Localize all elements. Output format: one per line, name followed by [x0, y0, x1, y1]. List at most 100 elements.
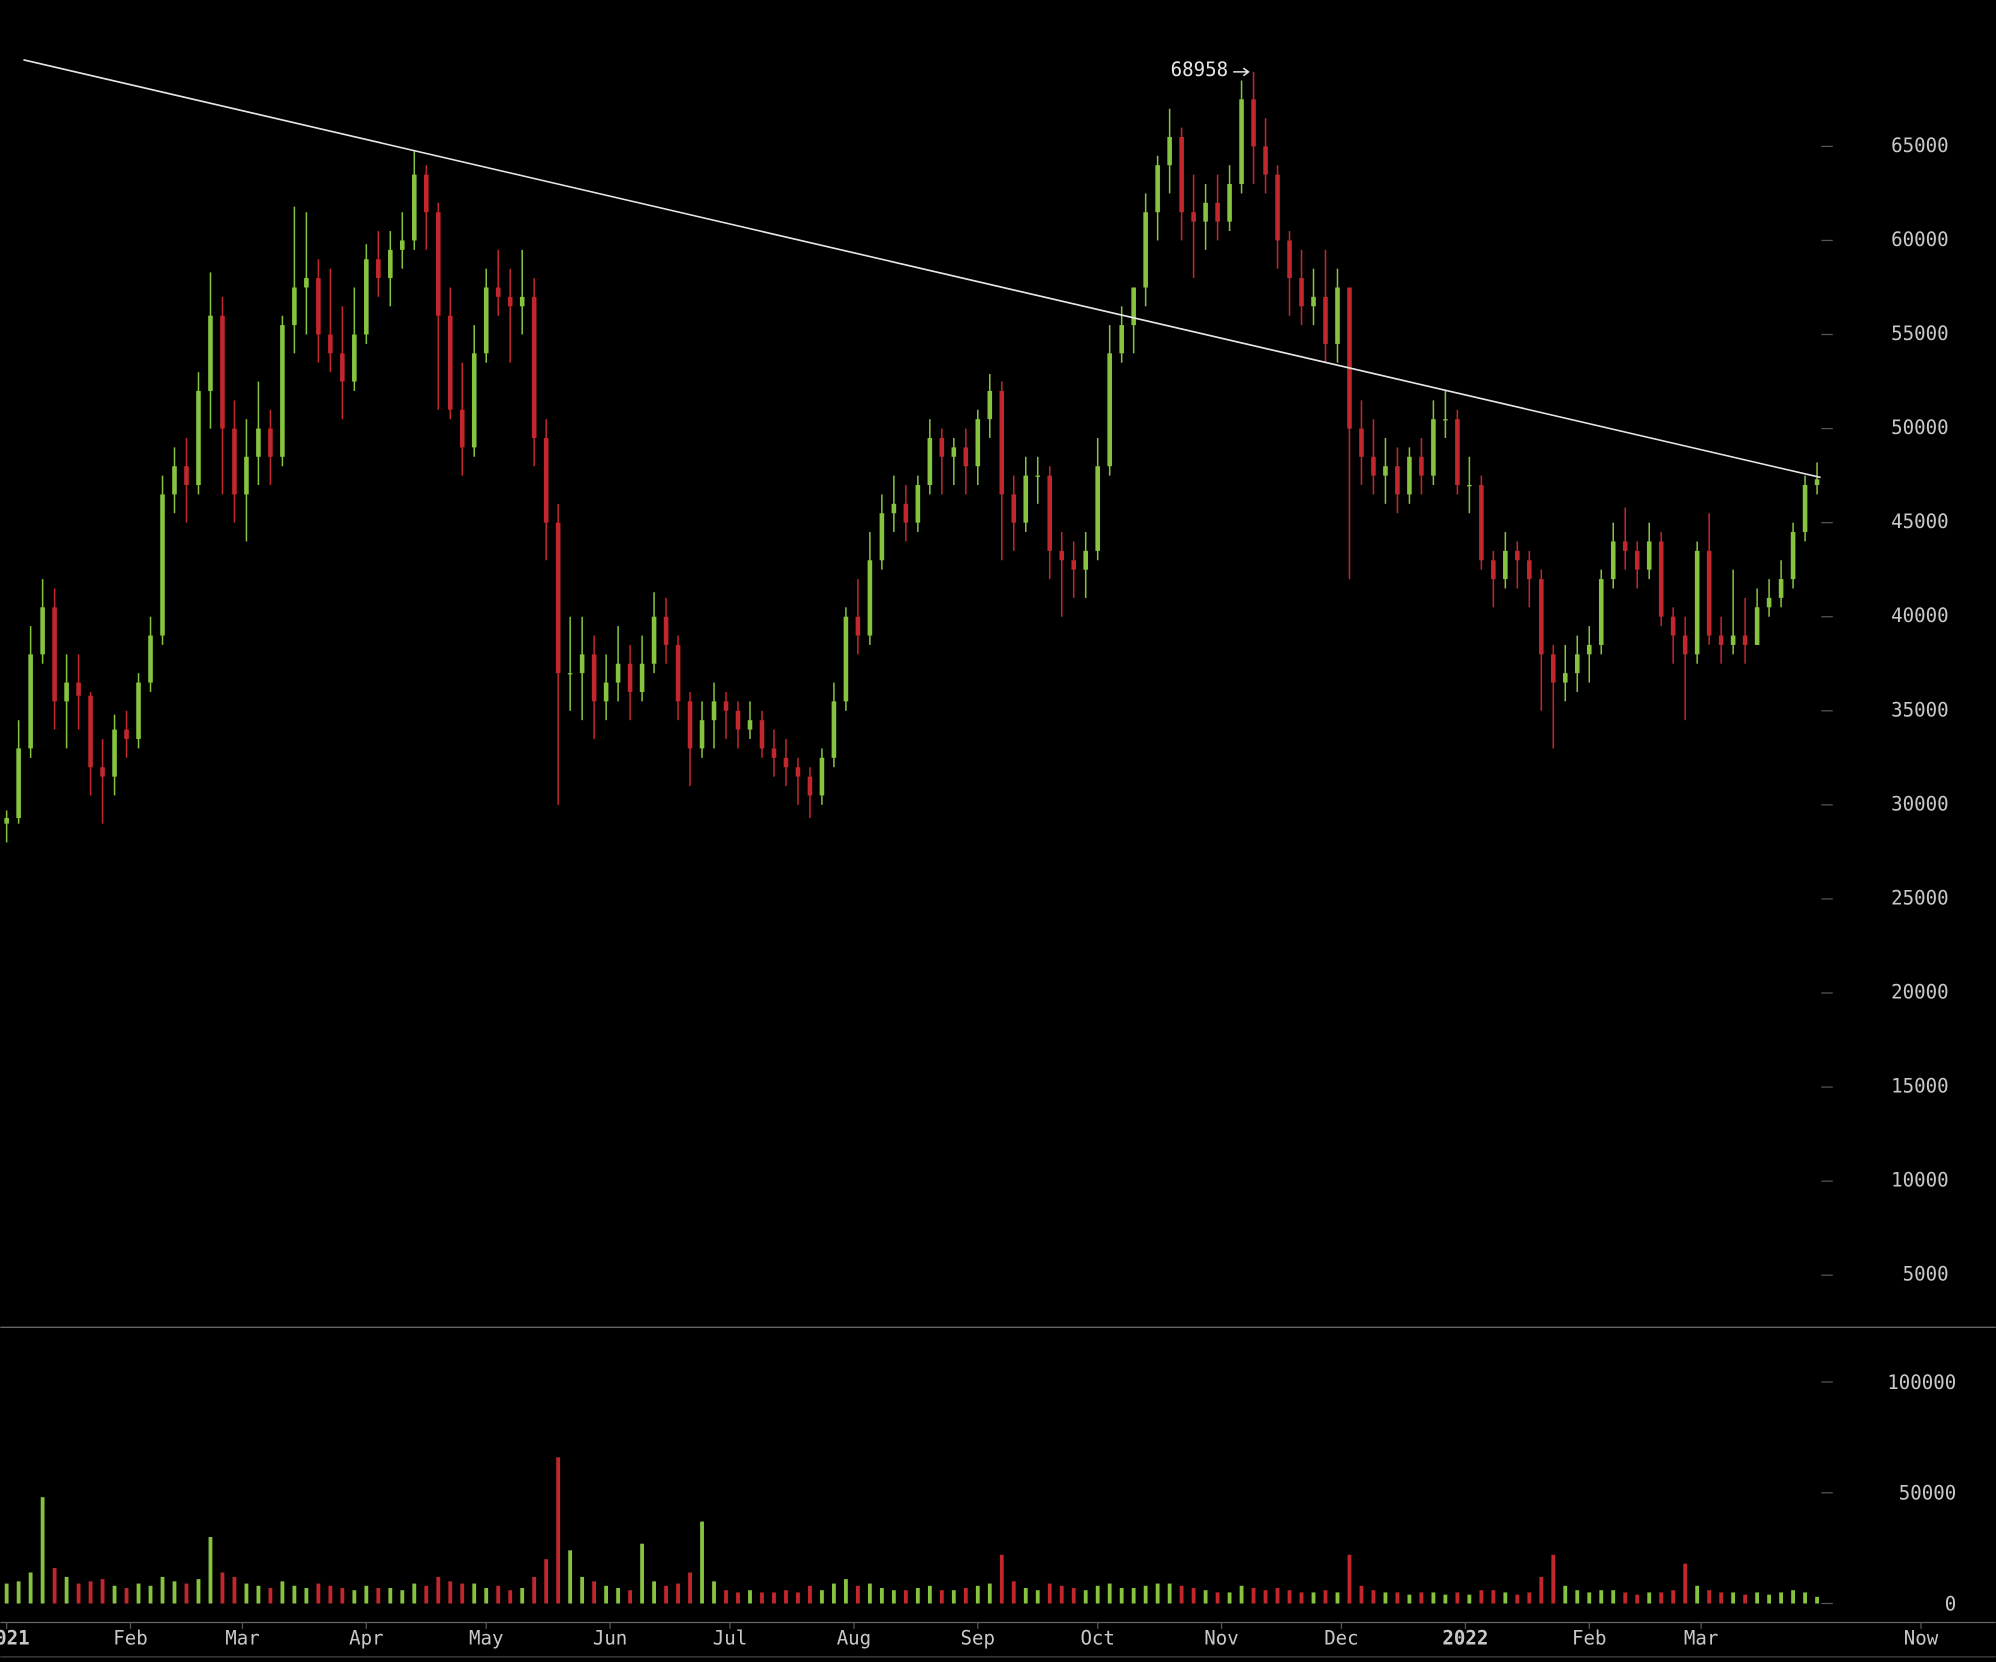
volume-bar [604, 1585, 609, 1604]
volume-bar [879, 1587, 884, 1604]
volume-bar [112, 1585, 117, 1604]
volume-bar [148, 1585, 153, 1604]
y-tick-label: 50000 [1891, 417, 1948, 439]
volume-bar [424, 1585, 429, 1604]
volume-bar [724, 1590, 728, 1604]
volume-bar [628, 1590, 633, 1604]
candle-body [1790, 532, 1796, 580]
candle-body [1503, 550, 1508, 580]
volume-bar [484, 1587, 489, 1604]
candle-body [987, 390, 993, 420]
volume-bar [1335, 1592, 1340, 1604]
volume-bar [376, 1587, 381, 1604]
volume-bar [448, 1581, 453, 1604]
volume-bar [1299, 1592, 1304, 1604]
candle-body [268, 428, 273, 457]
candle-body [1718, 635, 1724, 645]
volume-bar [939, 1590, 944, 1604]
volume-bar [700, 1521, 704, 1604]
candle-body [471, 353, 477, 448]
volume-bar [1011, 1581, 1016, 1604]
volume-bar [1479, 1590, 1484, 1604]
candle-body [735, 710, 741, 730]
volume-bar [292, 1585, 297, 1604]
volume-bar [1755, 1592, 1760, 1604]
volume-bar [592, 1581, 597, 1604]
volume-bar [340, 1587, 345, 1604]
volume-bar [208, 1537, 213, 1604]
candle-body [543, 437, 549, 523]
volume-bar [88, 1581, 93, 1604]
candle-body [495, 287, 501, 297]
volume-bar [1251, 1587, 1256, 1604]
candle-body [1299, 278, 1304, 307]
candle-body [1155, 165, 1160, 213]
candle-body [1191, 212, 1196, 222]
candle-body [316, 278, 321, 335]
volume-bar [1671, 1590, 1676, 1604]
volume-bar [1719, 1592, 1724, 1604]
volume-bar [544, 1559, 549, 1604]
volume-bar [1347, 1554, 1352, 1604]
candle-body [1119, 325, 1124, 354]
candle-body [1670, 616, 1676, 636]
volume-bar [1587, 1592, 1592, 1604]
candle-body [1802, 485, 1808, 533]
candle-body [1646, 541, 1652, 570]
candle-body [567, 673, 573, 675]
volume-bar [915, 1587, 920, 1604]
candle-body [64, 682, 69, 702]
candle-body [1035, 475, 1041, 477]
candle-body [483, 287, 489, 354]
volume-bar [196, 1579, 201, 1604]
candle-body [723, 701, 729, 711]
volume-bar [987, 1583, 992, 1604]
volume-bar [1275, 1587, 1280, 1604]
candle-body [256, 428, 261, 457]
candle-body [423, 174, 429, 213]
candle-body [1347, 287, 1352, 429]
volume-bar [1551, 1554, 1556, 1604]
volume-bar [496, 1585, 501, 1604]
candle-body [1515, 550, 1520, 561]
candle-body [1071, 560, 1077, 570]
volume-bar [1503, 1592, 1508, 1604]
candle-body [783, 757, 789, 768]
candle-body [1694, 550, 1700, 655]
y-tick-label: 25000 [1891, 887, 1948, 909]
candle-body [1431, 419, 1436, 476]
candle-body [771, 748, 777, 758]
volume-bar [1407, 1594, 1412, 1604]
volume-bar [1131, 1587, 1136, 1604]
candle-body [172, 466, 177, 495]
candle-body [1455, 419, 1460, 486]
candle-body [687, 701, 693, 749]
candle-body [376, 259, 381, 279]
volume-bar [160, 1576, 165, 1604]
volume-bar [927, 1585, 932, 1604]
candle-body [1359, 428, 1364, 457]
candle-body [292, 287, 297, 326]
volume-bar [460, 1583, 465, 1604]
candle-body [1562, 673, 1568, 683]
x-tick-label: Aug [837, 1628, 871, 1650]
candle-body [4, 818, 9, 824]
volume-bar [1383, 1592, 1388, 1604]
volume-bar [855, 1585, 860, 1604]
candle-body [112, 729, 117, 777]
volume-bar [1419, 1592, 1424, 1604]
volume-bar [352, 1590, 357, 1604]
candle-body [663, 616, 669, 645]
trendline [23, 59, 1821, 479]
volume-bar [40, 1497, 45, 1604]
candle-body [328, 334, 333, 354]
volume-bar [1623, 1592, 1628, 1604]
volume-bar [1611, 1590, 1616, 1604]
volume-bar [1023, 1587, 1028, 1604]
candle-body [1778, 579, 1784, 598]
volume-bar [748, 1590, 752, 1604]
volume-bar [975, 1585, 980, 1604]
candle-body [1766, 597, 1772, 608]
candle-body [364, 259, 369, 335]
